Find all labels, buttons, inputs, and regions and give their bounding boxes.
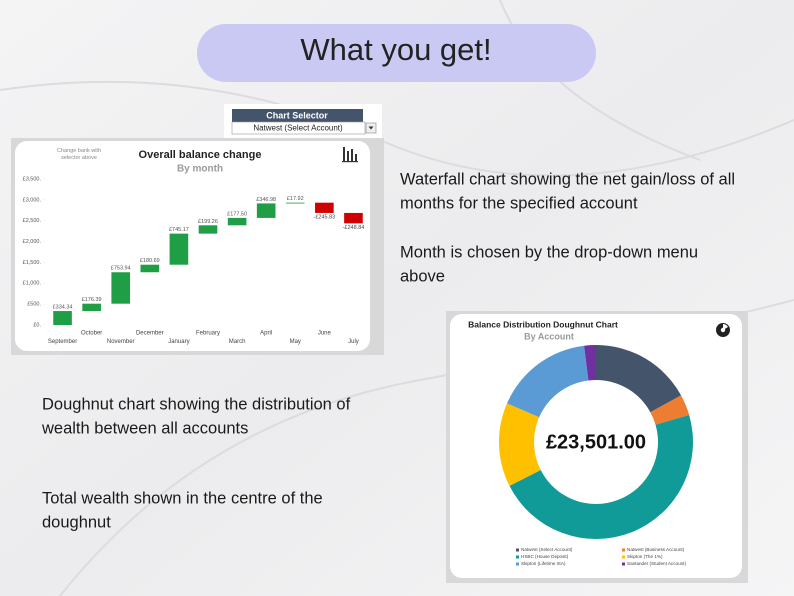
value-label: -£248.84	[343, 225, 365, 231]
waterfall-bar	[315, 202, 334, 213]
waterfall-bar	[198, 225, 218, 234]
selector-value: Natwest (Select Account)	[253, 124, 343, 133]
waterfall-bar	[256, 203, 276, 218]
x-tick-label: July	[348, 339, 359, 345]
waterfall-card	[15, 141, 370, 351]
x-tick-label: February	[196, 331, 220, 337]
doughnut-segment	[509, 415, 693, 539]
chart-subtitle: By Account	[524, 331, 574, 341]
legend-swatch	[622, 548, 625, 552]
description-line: doughnut	[42, 513, 111, 531]
chart-title: Balance Distribution Doughnut Chart	[468, 319, 618, 329]
description-line: Total wealth shown in the centre of the	[42, 489, 323, 507]
title-pill	[197, 24, 596, 82]
x-tick-label: June	[318, 331, 332, 337]
description-line: months for the specified account	[400, 194, 638, 212]
legend-swatch	[622, 562, 625, 566]
value-label: £180.69	[140, 258, 160, 264]
legend-label: Skipton (Lifetime ISA)	[521, 561, 566, 566]
legend-swatch	[516, 548, 519, 552]
value-label: £334.34	[53, 305, 73, 311]
description-line: Doughnut chart showing the distribution …	[42, 395, 351, 413]
chart-title: Overall balance change	[139, 149, 262, 161]
doughnut-segment	[499, 403, 541, 486]
y-tick-label: £3,500.	[23, 176, 42, 182]
dropdown-arrow	[368, 126, 374, 130]
y-tick-label: £2,500.	[23, 218, 42, 224]
legend-label: Natwest (Business Account)	[627, 547, 685, 552]
x-tick-label: September	[48, 339, 77, 345]
doughnut-segment	[507, 345, 589, 418]
description-line: Month is chosen by the drop-down menu	[400, 243, 698, 261]
waterfall-bar	[53, 311, 72, 325]
y-tick-label: £0.	[33, 322, 41, 328]
legend-label: Santander (Student Account)	[627, 561, 686, 566]
legend-label: Natwest (Select Account)	[521, 547, 573, 552]
legend-label: Skipton (The 1%)	[627, 554, 663, 559]
waterfall-bar	[111, 272, 131, 304]
x-tick-label: December	[136, 331, 164, 337]
x-tick-label: October	[81, 331, 102, 337]
legend-swatch	[622, 555, 625, 559]
x-tick-label: March	[229, 339, 246, 345]
legend-swatch	[516, 562, 519, 566]
x-tick-label: January	[168, 339, 189, 345]
y-tick-label: £1,500.	[23, 260, 42, 266]
selector-label: Chart Selector	[266, 110, 328, 120]
value-label: £177.50	[227, 211, 247, 217]
description-line: above	[400, 267, 445, 285]
chart-icon	[342, 147, 358, 163]
waterfall-bar	[344, 212, 363, 224]
waterfall-bar	[140, 264, 160, 273]
doughnut-segment	[596, 344, 682, 413]
y-tick-label: £2,000.	[23, 239, 42, 245]
description-line: Waterfall chart showing the net gain/los…	[400, 170, 735, 188]
value-label: -£245.83	[314, 214, 336, 220]
doughnut-icon	[716, 323, 730, 337]
y-tick-label: £3,000.	[23, 197, 42, 203]
legend-label: HSBC (House Deposit)	[521, 554, 569, 559]
value-label: £176.39	[82, 297, 102, 303]
doughnut-segment	[584, 345, 596, 381]
y-tick-label: £1,000.	[23, 281, 42, 287]
legend-swatch	[516, 555, 519, 559]
value-label: £745.17	[169, 227, 189, 233]
doughnut-segment	[650, 395, 690, 425]
x-tick-label: May	[290, 339, 301, 345]
annotation: Change bank with selector above	[57, 148, 101, 161]
description-line: wealth between all accounts	[41, 419, 248, 437]
chart-subtitle: By month	[177, 164, 223, 175]
y-tick-label: £500.	[27, 302, 41, 308]
center-total: £23,501.00	[546, 431, 646, 453]
waterfall-bar	[169, 233, 189, 265]
waterfall-bar	[285, 202, 305, 204]
x-tick-label: November	[107, 339, 135, 345]
value-label: £17.92	[287, 196, 304, 202]
selector-header	[232, 109, 363, 122]
value-label: £346.98	[256, 197, 276, 203]
selector-dropdown[interactable]	[231, 121, 366, 135]
value-label: £753.94	[111, 266, 131, 272]
page-title: What you get!	[300, 32, 491, 67]
waterfall-bar	[82, 303, 101, 312]
waterfall-bar	[227, 217, 247, 226]
value-label: £199.26	[198, 219, 218, 225]
x-tick-label: April	[260, 331, 272, 337]
